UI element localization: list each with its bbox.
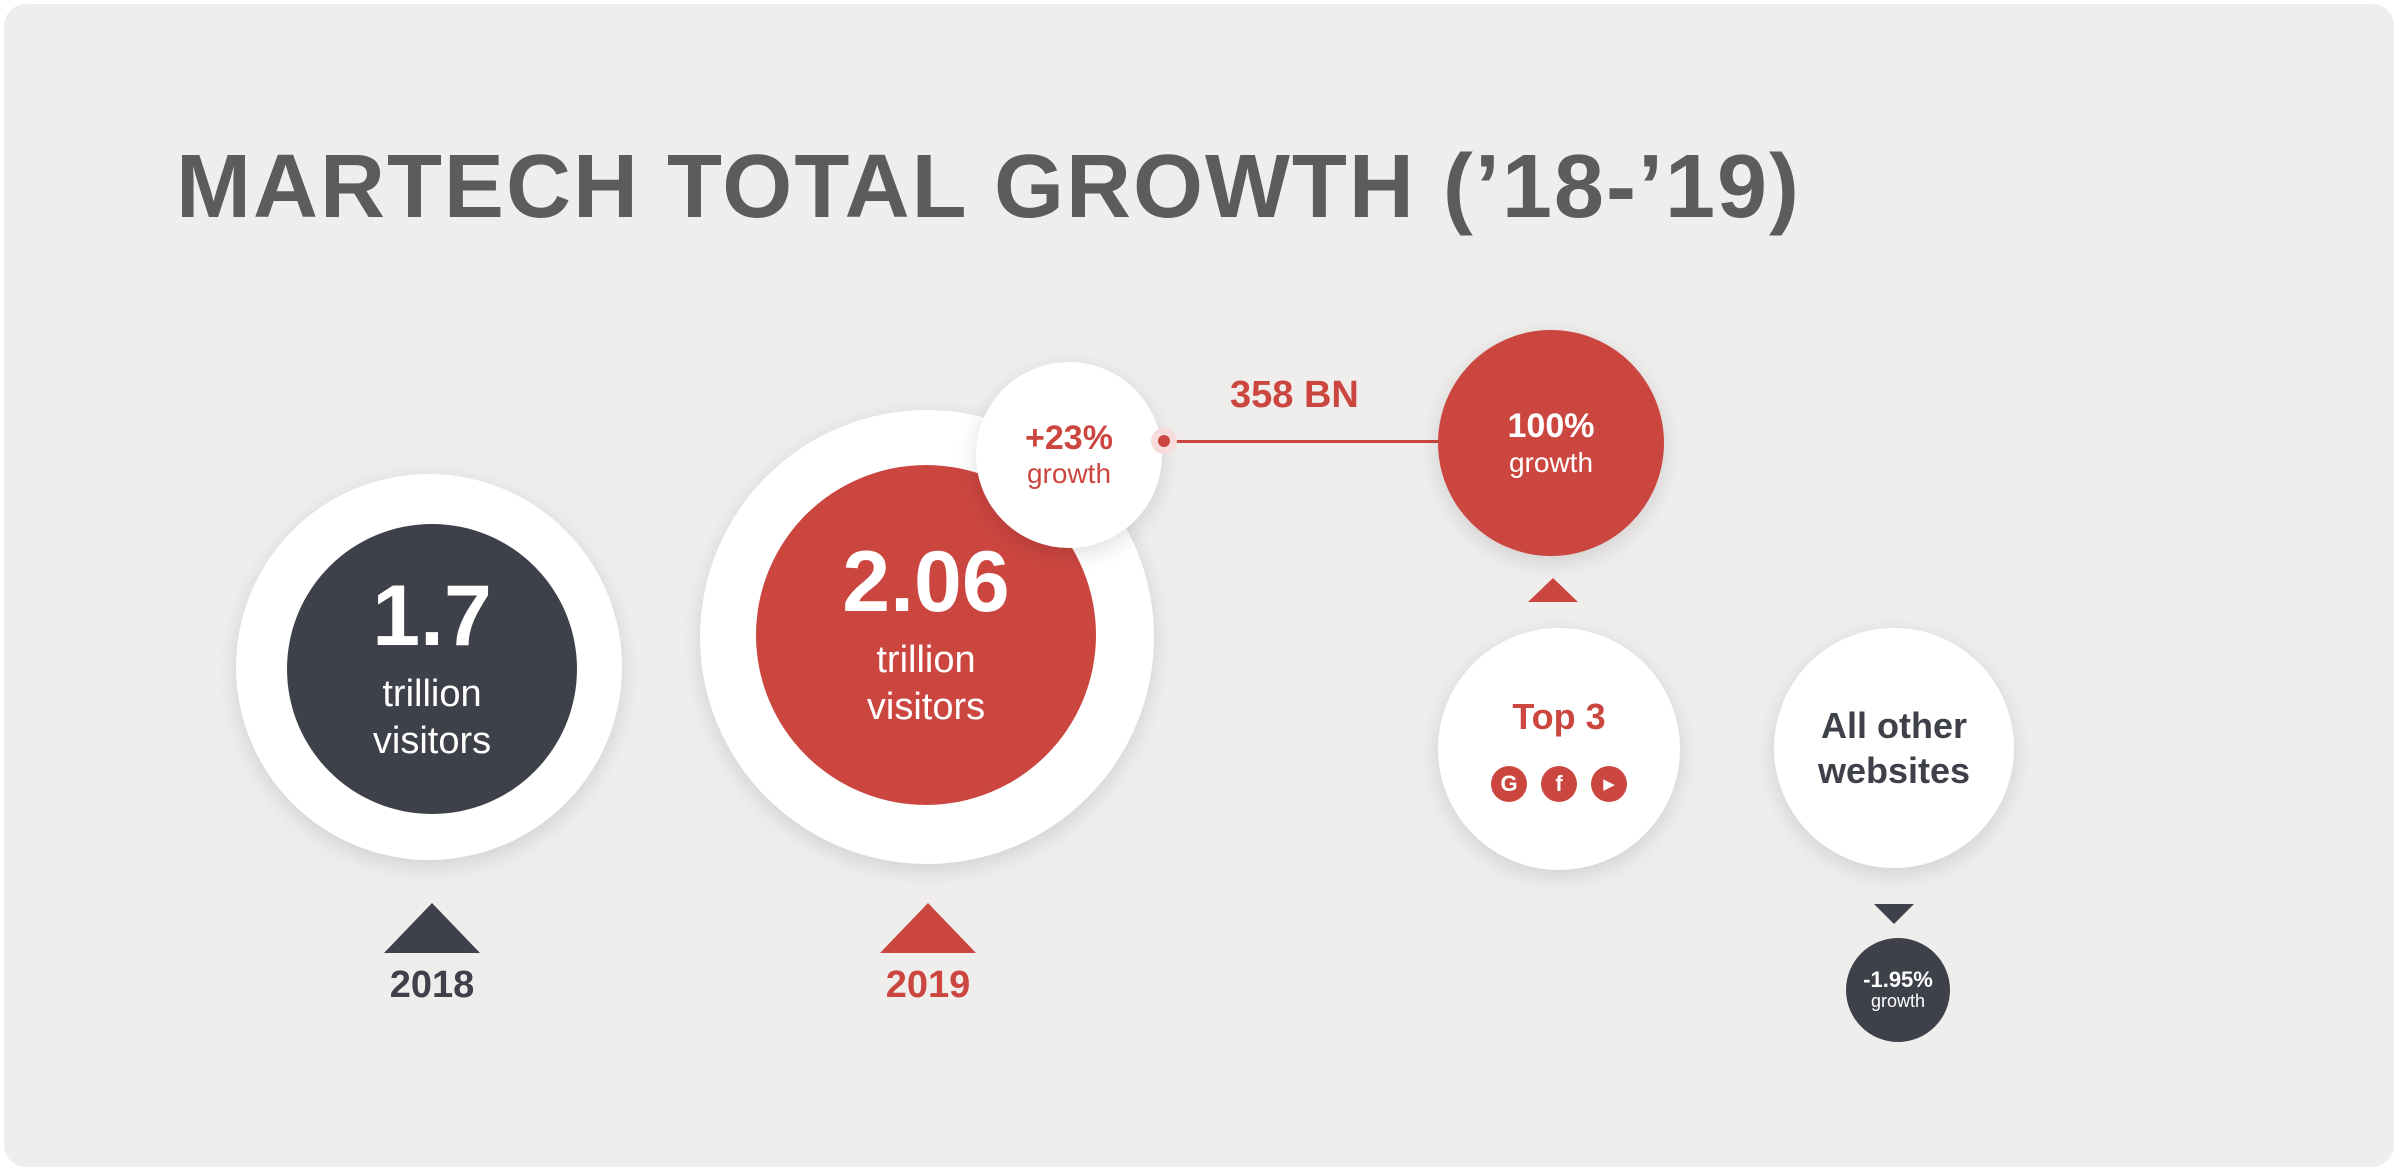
circle-2018: 1.7 trillion visitors [287, 524, 577, 814]
other-websites-line1: All other [1820, 705, 1967, 746]
top3-label: Top 3 [1512, 696, 1606, 737]
top3-icons: G f ▶ [1484, 766, 1634, 802]
connector-dot [1151, 428, 1177, 454]
visitors-2019-value: 2.06 [842, 533, 1010, 630]
triangle-2018-icon [384, 903, 480, 953]
infographic-panel: MARTECH TOTAL GROWTH (’18-’19) 1.7 trill… [4, 4, 2394, 1167]
year-label-2019: 2019 [885, 964, 971, 1006]
other-websites-line2: websites [1817, 750, 1971, 791]
visitors-2019-unit-line1: trillion [876, 638, 976, 681]
other-websites-circle: All other websites [1774, 628, 2014, 868]
growth-23-badge: +23% growth [976, 362, 1162, 548]
page-title: MARTECH TOTAL GROWTH (’18-’19) [176, 137, 1802, 237]
triangle-down-icon [1874, 904, 1914, 924]
growth-negative-value: -1.95% [1863, 967, 1933, 992]
growth-negative-label: growth [1870, 991, 1926, 1012]
growth-23-value: +23% [1025, 418, 1113, 457]
visitors-2018-unit-line2: visitors [372, 720, 492, 762]
visitors-2018-unit-line1: trillion [382, 672, 482, 715]
top3-circle: Top 3 G f ▶ [1438, 628, 1680, 870]
google-icon: G [1491, 766, 1527, 802]
facebook-icon: f [1541, 766, 1577, 802]
growth-negative-circle: -1.95% growth [1846, 938, 1950, 1042]
visitors-2018-value: 1.7 [372, 567, 492, 664]
growth-100-label: growth [1508, 446, 1594, 478]
growth-23-label: growth [1026, 457, 1112, 489]
triangle-2019-icon [880, 903, 976, 953]
visitors-2019-unit-line2: visitors [866, 686, 986, 728]
connector-label: 358 BN [1230, 374, 1359, 416]
circle-2019: 2.06 trillion visitors [756, 465, 1096, 805]
connector-line [1164, 440, 1444, 443]
growth-100-circle: 100% growth [1438, 330, 1664, 556]
triangle-top3-icon [1528, 578, 1578, 602]
growth-100-value: 100% [1507, 406, 1595, 445]
youtube-icon: ▶ [1591, 766, 1627, 802]
year-label-2018: 2018 [389, 964, 475, 1006]
